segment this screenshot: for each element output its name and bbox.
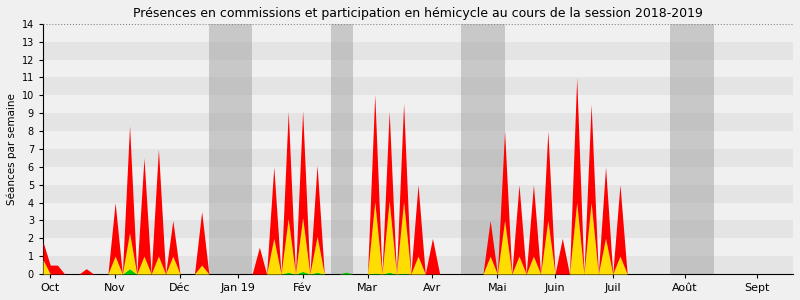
- Bar: [43, 24, 793, 42]
- Bar: [43, 95, 793, 113]
- Bar: [331, 24, 353, 274]
- Bar: [43, 6, 793, 24]
- Bar: [43, 77, 793, 95]
- Bar: [43, 60, 793, 77]
- Bar: [462, 24, 505, 274]
- Bar: [43, 185, 793, 203]
- Bar: [43, 167, 793, 185]
- Y-axis label: Séances par semaine: Séances par semaine: [7, 93, 18, 205]
- Bar: [43, 42, 793, 60]
- Bar: [43, 202, 793, 220]
- Bar: [43, 149, 793, 167]
- Bar: [43, 131, 793, 149]
- Title: Présences en commissions et participation en hémicycle au cours de la session 20: Présences en commissions et participatio…: [133, 7, 703, 20]
- Bar: [43, 238, 793, 256]
- Bar: [43, 113, 793, 131]
- Bar: [209, 24, 252, 274]
- Bar: [670, 24, 714, 274]
- Bar: [43, 256, 793, 274]
- Bar: [43, 220, 793, 238]
